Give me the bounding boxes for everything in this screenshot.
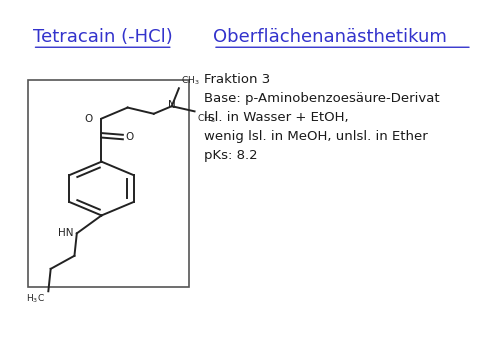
Text: Oberflächenanästhetikum: Oberflächenanästhetikum [213, 28, 447, 46]
Text: N: N [168, 101, 175, 110]
Text: CH$_3$: CH$_3$ [197, 112, 216, 125]
Text: Fraktion 3
Base: p-Aminobenzoesäure-Derivat
lsl. in Wasser + EtOH,
wenig lsl. in: Fraktion 3 Base: p-Aminobenzoesäure-Deri… [204, 73, 439, 162]
Text: H$_3$C: H$_3$C [26, 293, 44, 305]
Text: O: O [126, 132, 134, 142]
Text: O: O [84, 114, 93, 124]
Text: CH$_3$: CH$_3$ [182, 75, 200, 87]
Text: HN: HN [58, 228, 73, 238]
Text: Tetracain (-HCl): Tetracain (-HCl) [32, 28, 172, 46]
FancyBboxPatch shape [28, 80, 190, 287]
